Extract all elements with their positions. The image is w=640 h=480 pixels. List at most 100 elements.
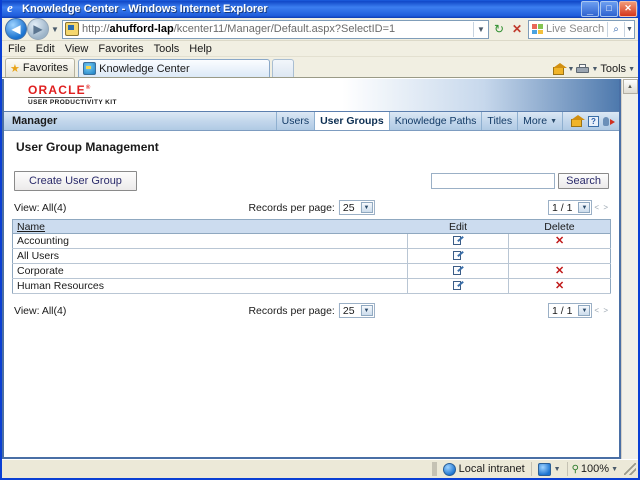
records-per-page-bottom: Records per page: 25 ▼ bbox=[248, 303, 375, 318]
chevron-down-icon[interactable]: ▼ bbox=[628, 65, 635, 73]
title-bar: Knowledge Center - Windows Internet Expl… bbox=[2, 0, 638, 18]
security-zone-label: Local intranet bbox=[458, 463, 525, 475]
create-user-group-button[interactable]: Create User Group bbox=[14, 171, 137, 191]
history-dropdown-icon[interactable]: ▼ bbox=[51, 24, 59, 34]
pager-top: 1 / 1 ▼ < > bbox=[547, 200, 609, 215]
new-tab-button[interactable] bbox=[272, 59, 295, 77]
tab-knowledge-center[interactable]: Knowledge Center bbox=[78, 59, 271, 77]
back-arrow-icon: ◀ bbox=[11, 22, 21, 36]
search-provider-caret-icon[interactable]: ▼ bbox=[624, 21, 634, 37]
action-toolbar: Create User Group Search bbox=[12, 171, 611, 191]
chevron-down-icon[interactable]: ▼ bbox=[553, 465, 561, 473]
cell-group-name[interactable]: Accounting bbox=[12, 233, 408, 249]
cell-edit[interactable] bbox=[406, 248, 509, 264]
address-bar[interactable]: http://ahufford-lap/kcenter11/Manager/De… bbox=[62, 19, 489, 39]
shield-icon bbox=[537, 462, 551, 476]
records-per-page-value-bottom: 25 bbox=[342, 304, 355, 317]
stop-icon[interactable]: ✕ bbox=[511, 22, 523, 36]
security-zone-indicator[interactable]: Local intranet bbox=[435, 462, 531, 476]
app-nav-items: Users User Groups Knowledge Paths Titles… bbox=[275, 112, 563, 130]
trademark-symbol: ® bbox=[85, 84, 92, 91]
nav-item-users[interactable]: Users bbox=[275, 112, 316, 130]
records-per-page-value-top: 25 bbox=[342, 201, 355, 214]
menu-file[interactable]: File bbox=[8, 42, 26, 55]
page-select-bottom[interactable]: 1 / 1 ▼ bbox=[547, 303, 593, 318]
edit-icon[interactable] bbox=[453, 266, 463, 276]
status-bar: Local intranet ▼ ⚲ 100% ▼ bbox=[2, 459, 638, 478]
search-input[interactable] bbox=[431, 173, 556, 189]
edit-icon[interactable] bbox=[453, 236, 463, 246]
vertical-scrollbar[interactable]: ▲ bbox=[621, 79, 638, 459]
edit-icon[interactable] bbox=[453, 281, 463, 291]
home-icon[interactable] bbox=[571, 114, 585, 127]
delete-icon[interactable]: ✕ bbox=[555, 235, 565, 247]
home-icon bbox=[552, 62, 567, 75]
cell-delete[interactable]: ✕ bbox=[508, 263, 611, 279]
cell-delete[interactable]: ✕ bbox=[508, 278, 611, 294]
page-prev-next-top[interactable]: < > bbox=[594, 203, 609, 212]
column-header-name[interactable]: Name bbox=[12, 219, 408, 234]
menu-favorites[interactable]: Favorites bbox=[98, 42, 144, 55]
records-per-page-select-bottom[interactable]: 25 ▼ bbox=[338, 303, 375, 318]
chevron-down-icon: ▼ bbox=[360, 202, 373, 213]
chevron-down-icon[interactable]: ▼ bbox=[473, 21, 488, 37]
forward-button[interactable]: ▶ bbox=[27, 18, 49, 40]
chevron-down-icon[interactable]: ▼ bbox=[611, 465, 618, 473]
menu-tools[interactable]: Tools bbox=[153, 42, 180, 55]
menu-view[interactable]: View bbox=[64, 42, 89, 55]
delete-icon[interactable]: ✕ bbox=[555, 265, 565, 277]
tools-menu-button[interactable]: Tools ▼ bbox=[600, 63, 635, 75]
search-group: Search bbox=[431, 173, 609, 189]
chevron-down-icon[interactable]: ▼ bbox=[591, 65, 599, 73]
menu-edit[interactable]: Edit bbox=[35, 42, 55, 55]
nav-item-more[interactable]: More ▼ bbox=[518, 112, 563, 130]
chevron-down-icon[interactable]: ▼ bbox=[567, 65, 575, 73]
resize-grip[interactable] bbox=[624, 463, 636, 475]
column-header-edit: Edit bbox=[407, 219, 509, 234]
protected-mode-indicator[interactable]: ▼ bbox=[530, 462, 567, 476]
menu-help[interactable]: Help bbox=[189, 42, 212, 55]
logout-icon[interactable] bbox=[603, 116, 615, 127]
close-button[interactable]: ✕ bbox=[619, 1, 637, 17]
search-button[interactable]: Search bbox=[558, 173, 609, 189]
nav-item-user-groups[interactable]: User Groups bbox=[315, 112, 390, 130]
cell-delete bbox=[508, 248, 611, 264]
cell-delete[interactable]: ✕ bbox=[508, 233, 611, 249]
table-row: Corporate ✕ bbox=[12, 263, 611, 279]
app-name-label: Manager bbox=[12, 115, 58, 127]
refresh-icon[interactable]: ↻ bbox=[493, 22, 505, 36]
cell-group-name[interactable]: Corporate bbox=[12, 263, 408, 279]
search-icon[interactable]: ⌕ bbox=[607, 21, 624, 37]
edit-icon[interactable] bbox=[453, 251, 463, 261]
nav-item-knowledge-paths[interactable]: Knowledge Paths bbox=[390, 112, 483, 130]
favorites-button[interactable]: ★ Favorites bbox=[5, 58, 76, 77]
cell-edit[interactable] bbox=[406, 263, 509, 279]
tab-label: Knowledge Center bbox=[99, 62, 190, 75]
browser-search-box[interactable]: Live Search ⌕ ▼ bbox=[528, 19, 635, 39]
cell-edit[interactable] bbox=[406, 233, 509, 249]
back-button[interactable]: ◀ bbox=[5, 18, 27, 40]
zoom-control[interactable]: ⚲ 100% ▼ bbox=[566, 462, 622, 476]
cell-group-name[interactable]: Human Resources bbox=[12, 278, 408, 294]
maximize-button[interactable]: □ bbox=[600, 1, 618, 17]
view-filter-label-bottom: View: All(4) bbox=[14, 304, 67, 317]
print-button[interactable]: ▼ bbox=[576, 63, 599, 75]
star-icon: ★ bbox=[10, 62, 20, 75]
minimize-button[interactable]: _ bbox=[581, 1, 599, 17]
page-select-top[interactable]: 1 / 1 ▼ bbox=[547, 200, 593, 215]
status-pane bbox=[434, 462, 436, 476]
delete-icon[interactable]: ✕ bbox=[555, 280, 565, 292]
globe-icon bbox=[442, 462, 456, 476]
records-per-page-select-top[interactable]: 25 ▼ bbox=[338, 200, 375, 215]
app-nav-bar: Manager Users User Groups Knowledge Path… bbox=[4, 112, 619, 131]
nav-item-titles[interactable]: Titles bbox=[482, 112, 519, 130]
cell-group-name[interactable]: All Users bbox=[12, 248, 408, 264]
cell-edit[interactable] bbox=[406, 278, 509, 294]
scroll-up-icon[interactable]: ▲ bbox=[622, 79, 638, 94]
help-icon[interactable]: ? bbox=[588, 115, 599, 127]
chevron-down-icon: ▼ bbox=[578, 305, 591, 316]
table-row: Accounting ✕ bbox=[12, 233, 611, 249]
home-button[interactable]: ▼ bbox=[552, 62, 575, 75]
live-search-icon bbox=[532, 24, 543, 34]
page-prev-next-bottom[interactable]: < > bbox=[594, 306, 609, 315]
